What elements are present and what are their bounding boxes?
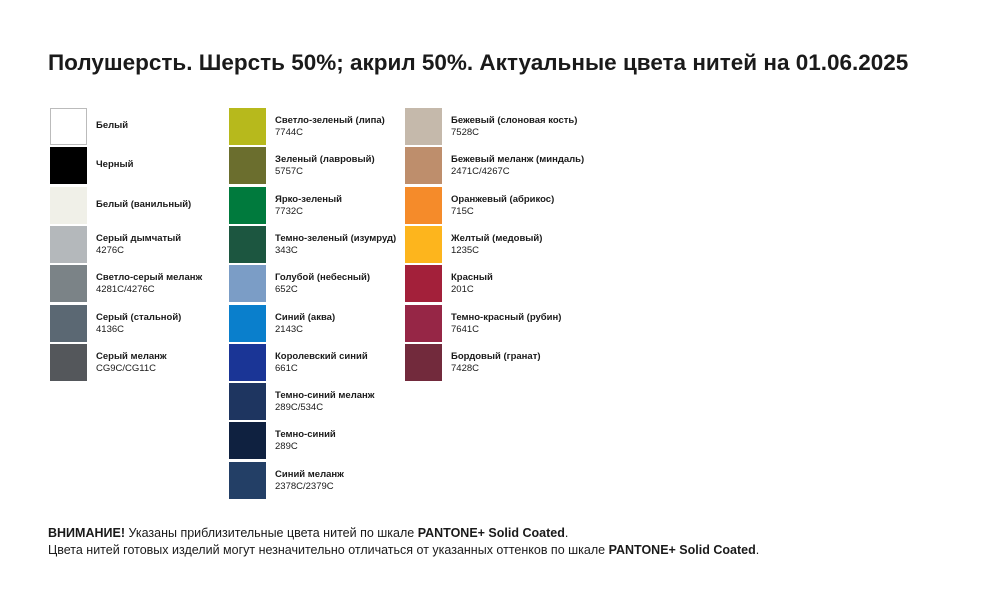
- color-swatch: [50, 186, 87, 224]
- color-name: Бордовый (гранат): [451, 350, 541, 362]
- color-swatch: [50, 265, 87, 303]
- color-code: 715C: [451, 205, 474, 217]
- color-code: 2143C: [275, 323, 303, 335]
- color-swatch: [229, 265, 266, 303]
- footer-text: ВНИМАНИЕ!: [48, 526, 125, 540]
- color-code: 1235C: [451, 244, 479, 256]
- color-name: Темно-синий меланж: [275, 390, 375, 402]
- color-code: 343C: [275, 244, 298, 256]
- color-code: 5757C: [275, 166, 303, 178]
- color-code: 661C: [275, 362, 298, 374]
- footer-text: PANTONE+ Solid Coated: [417, 526, 565, 540]
- color-swatch: [229, 461, 266, 499]
- color-swatch: [229, 383, 266, 421]
- color-name: Синий меланж: [275, 468, 344, 480]
- color-swatch: [229, 225, 266, 263]
- color-name: Темно-зеленый (изумруд): [275, 232, 397, 244]
- color-code: 7744C: [275, 127, 303, 138]
- color-swatch: [229, 108, 266, 145]
- color-swatch: [405, 147, 442, 185]
- color-swatch: [229, 186, 266, 224]
- color-swatch: [229, 343, 266, 381]
- color-swatch: [405, 186, 442, 224]
- color-code: CG9C/CG11C: [96, 362, 157, 374]
- title: Полушерсть. Шерсть 50%; акрил 50%. Актуа…: [48, 50, 909, 75]
- color-name: Серый меланж: [96, 350, 167, 362]
- color-swatch: [405, 304, 442, 342]
- color-swatch: [229, 422, 266, 460]
- color-name: Светло-зеленый (липа): [275, 115, 385, 126]
- color-name: Голубой (небесный): [275, 272, 371, 284]
- color-swatch: [405, 108, 442, 145]
- color-name: Темно-красный (рубин): [451, 311, 562, 323]
- color-name: Королевский синий: [275, 350, 368, 362]
- color-swatch: [229, 304, 266, 342]
- footer-text: PANTONE+ Solid Coated: [608, 543, 756, 557]
- color-code: 289C/534C: [275, 402, 324, 414]
- color-code: 289C: [275, 441, 298, 453]
- color-swatch: [50, 147, 87, 185]
- color-code: 7528C: [451, 127, 479, 138]
- color-swatch: [405, 225, 442, 263]
- footer-line: Цвета нитей готовых изделий могут незнач…: [48, 543, 759, 557]
- color-code: 4276C: [96, 244, 124, 256]
- color-name: Белый (ванильный): [96, 198, 192, 210]
- color-name: Серый (стальной): [96, 311, 182, 323]
- color-name: Красный: [451, 272, 493, 284]
- color-name: Светло-серый меланж: [96, 272, 203, 284]
- color-swatch: [50, 225, 87, 263]
- footer-text: Цвета нитей готовых изделий могут незнач…: [48, 543, 609, 557]
- color-name: Серый дымчатый: [96, 232, 182, 244]
- color-name: Бежевый (слоновая кость): [451, 115, 578, 126]
- color-name: Оранжевый (абрикос): [451, 193, 555, 205]
- color-swatch: [405, 265, 442, 303]
- color-code: 4281C/4276C: [96, 284, 155, 296]
- color-name: Желтый (медовый): [451, 232, 543, 244]
- footer-text: Указаны приблизительные цвета нитей по ш…: [125, 526, 418, 540]
- color-code: 652C: [275, 284, 298, 296]
- color-swatch: [50, 343, 87, 381]
- color-swatch: [50, 108, 87, 145]
- footer-line: ВНИМАНИЕ! Указаны приблизительные цвета …: [48, 526, 568, 540]
- footer-text: .: [564, 526, 569, 540]
- color-code: 7641C: [451, 323, 479, 335]
- color-code: 2471C/4267C: [451, 166, 510, 178]
- color-code: 7732C: [275, 205, 303, 217]
- color-name: Зеленый (лавровый): [275, 154, 375, 166]
- color-code: 7428C: [451, 362, 479, 374]
- color-code: 4136C: [96, 323, 124, 335]
- color-name: Синий (аква): [275, 311, 336, 323]
- color-swatch: [50, 304, 87, 342]
- color-name: Черный: [96, 159, 134, 171]
- footer-text: .: [755, 543, 760, 557]
- color-name: Темно-синий: [275, 429, 336, 441]
- color-code: 2378C/2379C: [275, 480, 334, 492]
- color-code: 201C: [451, 284, 474, 296]
- color-name: Белый: [96, 120, 129, 131]
- color-swatch: [405, 343, 442, 381]
- color-name: Бежевый меланж (миндаль): [451, 154, 585, 166]
- color-swatch: [229, 147, 266, 185]
- color-name: Ярко-зеленый: [275, 193, 342, 205]
